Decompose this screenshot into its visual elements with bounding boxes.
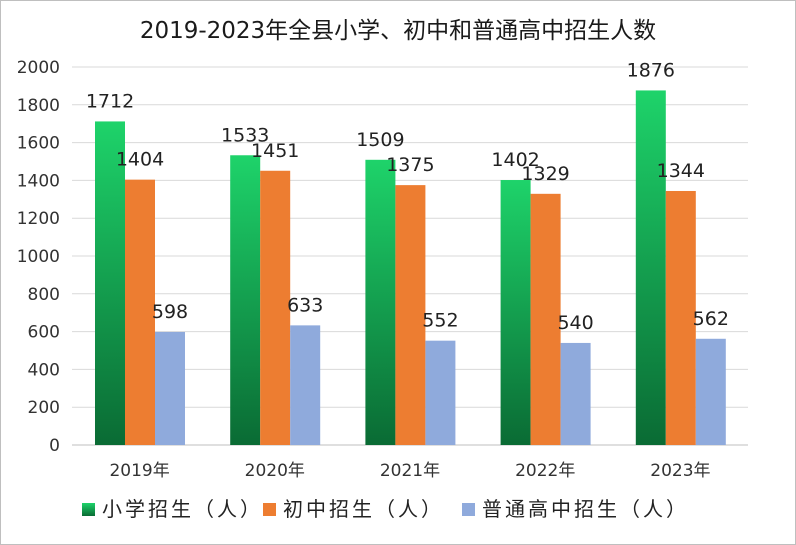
legend-label-junior: 初中招生（人） (283, 497, 444, 521)
data-label-junior-0: 1404 (116, 149, 164, 171)
y-tick-label: 0 (49, 436, 60, 456)
chart-title: 2019-2023年全县小学、初中和普通高中招生人数 (140, 18, 656, 44)
y-tick-label: 1800 (17, 96, 60, 116)
bar-primary-4 (635, 90, 666, 445)
y-axis-ticks: 0 200 400 600 800 1000 1200 1400 1600 1800 2000 (17, 58, 60, 456)
y-tick-label: 200 (28, 398, 60, 418)
bar-junior-0 (125, 179, 155, 446)
data-label-primary-0: 1712 (86, 90, 134, 112)
data-label-junior-3: 1329 (521, 163, 569, 185)
legend-label-senior: 普通高中招生（人） (482, 497, 689, 521)
x-axis-ticks: 2019年 2020年 2021年 2022年 2023年 (109, 461, 710, 481)
data-label-junior-2: 1375 (386, 154, 434, 176)
bar-primary-0 (95, 121, 125, 445)
bar-junior-2 (395, 185, 426, 445)
data-label-primary-2: 1509 (356, 129, 404, 151)
y-tick-label: 1400 (17, 171, 60, 191)
bar-primary-3 (500, 180, 531, 445)
legend-swatch-junior (263, 503, 276, 516)
data-label-senior-0: 598 (152, 301, 188, 323)
data-label-junior-4: 1344 (657, 160, 705, 182)
x-tick-label: 2022年 (515, 461, 575, 481)
y-tick-label: 400 (28, 360, 60, 380)
data-label-senior-4: 562 (693, 308, 729, 330)
bar-senior-4 (695, 338, 726, 445)
legend: 小学招生（人） 初中招生（人） 普通高中招生（人） (82, 497, 689, 521)
data-label-primary-1: 1533 (221, 124, 269, 146)
y-tick-label: 1600 (17, 134, 60, 154)
data-label-senior-1: 633 (287, 294, 323, 316)
x-tick-label: 2019年 (109, 461, 169, 481)
bar-junior-4 (665, 190, 696, 445)
x-tick-label: 2020年 (245, 461, 305, 481)
y-tick-label: 1000 (17, 247, 60, 267)
data-label-senior-3: 540 (557, 312, 593, 334)
bars (95, 90, 726, 446)
bar-junior-3 (530, 193, 561, 445)
y-tick-label: 1200 (17, 209, 60, 229)
x-tick-label: 2021年 (380, 461, 440, 481)
data-label-junior-1: 1451 (251, 140, 299, 162)
legend-swatch-primary (82, 503, 95, 516)
y-tick-label: 800 (28, 285, 60, 305)
bar-senior-0 (155, 331, 185, 445)
data-label-senior-2: 552 (422, 310, 458, 332)
x-tick-label: 2023年 (650, 461, 710, 481)
data-label-primary-4: 1876 (627, 59, 675, 81)
bar-senior-2 (425, 340, 456, 445)
legend-label-primary: 小学招生（人） (102, 497, 263, 521)
bar-primary-1 (230, 155, 261, 445)
bar-primary-2 (365, 159, 396, 445)
y-tick-label: 600 (28, 323, 60, 343)
legend-swatch-senior (462, 503, 475, 516)
bar-junior-1 (260, 170, 291, 446)
data-label-primary-3: 1402 (491, 149, 539, 171)
y-tick-label: 2000 (17, 58, 60, 78)
bar-senior-1 (290, 325, 321, 445)
bar-senior-3 (560, 342, 591, 445)
